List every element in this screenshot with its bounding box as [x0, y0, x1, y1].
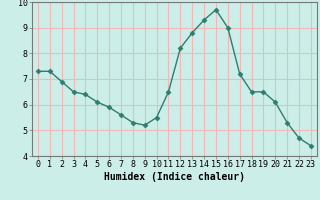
X-axis label: Humidex (Indice chaleur): Humidex (Indice chaleur) [104, 172, 245, 182]
